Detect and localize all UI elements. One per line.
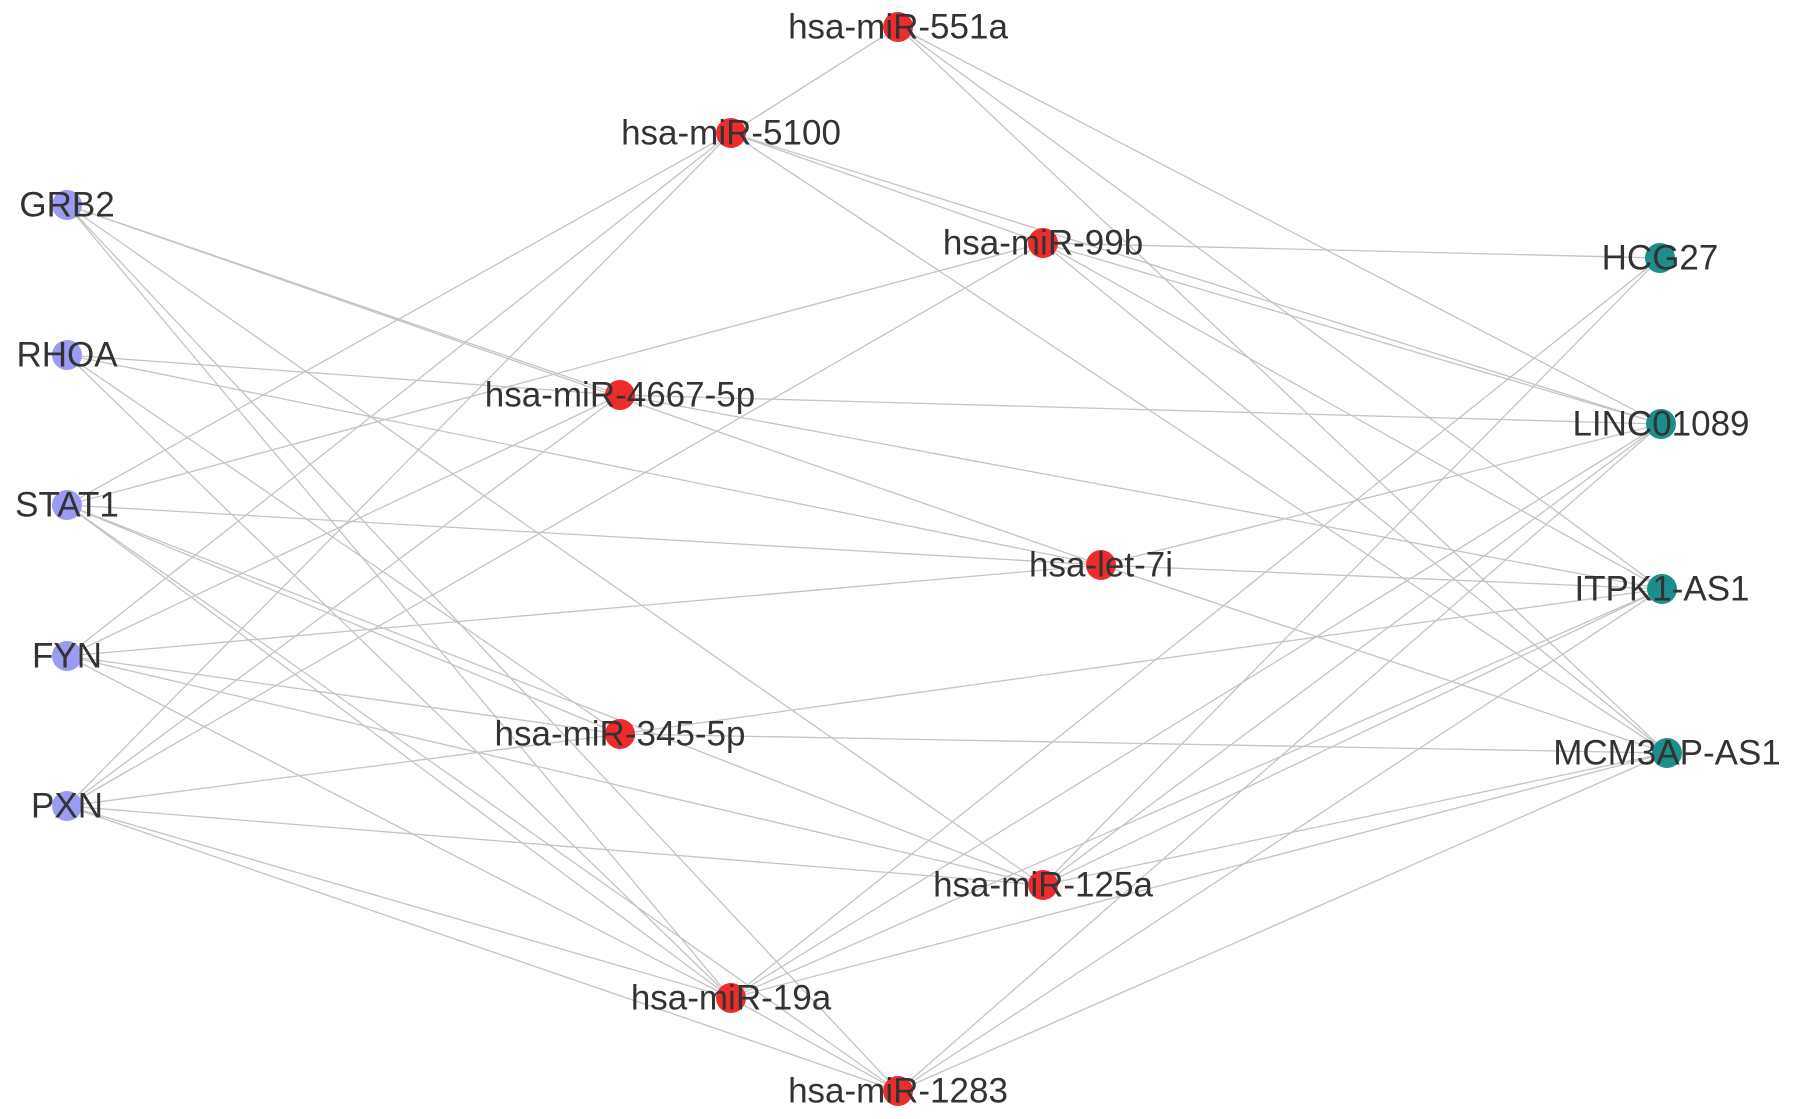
edge-fyn-to-hsa-let-7i bbox=[66, 564, 1102, 657]
nodes-layer bbox=[52, 12, 1682, 1106]
node-grb2[interactable] bbox=[52, 190, 82, 220]
edge-pxn-to-hsa-mir-5100 bbox=[66, 132, 732, 807]
node-hsa-mir-19a[interactable] bbox=[716, 983, 746, 1013]
edge-hsa-mir-1283-to-mcm3ap-as1 bbox=[897, 752, 1668, 1092]
edge-hsa-mir-4667-5p-to-linc01089 bbox=[619, 394, 1662, 425]
node-pxn[interactable] bbox=[52, 791, 82, 821]
edge-pxn-to-hsa-mir-1283 bbox=[66, 805, 899, 1092]
edge-rhoa-to-hsa-mir-4667-5p bbox=[66, 354, 621, 396]
edge-pxn-to-hsa-mir-4667-5p bbox=[66, 394, 621, 807]
node-label-hsa-let-7i: hsa-let-7i bbox=[1029, 546, 1173, 585]
edge-hsa-mir-1283-to-linc01089 bbox=[897, 423, 1662, 1092]
node-stat1[interactable] bbox=[52, 490, 82, 520]
edge-hsa-mir-5100-to-linc01089 bbox=[730, 132, 1662, 425]
edge-hsa-mir-99b-to-linc01089 bbox=[1042, 242, 1662, 425]
node-label-hsa-mir-1283: hsa-miR-1283 bbox=[788, 1072, 1008, 1111]
edge-hsa-mir-125a-to-mcm3ap-as1 bbox=[1042, 752, 1668, 886]
edge-stat1-to-hsa-let-7i bbox=[66, 504, 1102, 566]
edge-pxn-to-hsa-mir-99b bbox=[66, 242, 1044, 807]
edge-hsa-let-7i-to-itpk1-as1 bbox=[1100, 564, 1663, 590]
edge-rhoa-to-hsa-let-7i bbox=[66, 354, 1102, 566]
node-hsa-mir-5100[interactable] bbox=[716, 118, 746, 148]
edge-hsa-mir-125a-to-itpk1-as1 bbox=[1042, 588, 1663, 886]
edge-hsa-mir-19a-to-mcm3ap-as1 bbox=[730, 752, 1668, 999]
node-hsa-mir-125a[interactable] bbox=[1028, 870, 1058, 900]
node-label-linc01089: LINC01089 bbox=[1572, 405, 1749, 444]
node-label-hsa-mir-99b: hsa-miR-99b bbox=[943, 224, 1143, 263]
edge-hsa-mir-99b-to-hcg27 bbox=[1042, 242, 1661, 259]
node-hsa-mir-345-5p[interactable] bbox=[605, 719, 635, 749]
node-label-pxn: PXN bbox=[31, 787, 103, 826]
edge-stat1-to-hsa-mir-345-5p bbox=[66, 504, 621, 735]
node-itpk1-as1[interactable] bbox=[1647, 574, 1677, 604]
node-label-hcg27: HCG27 bbox=[1602, 239, 1719, 278]
node-hsa-mir-1283[interactable] bbox=[883, 1076, 913, 1106]
node-label-itpk1-as1: ITPK1-AS1 bbox=[1574, 570, 1749, 609]
edge-fyn-to-hsa-mir-345-5p bbox=[66, 655, 621, 735]
node-label-fyn: FYN bbox=[32, 637, 102, 676]
edge-pxn-to-hsa-mir-345-5p bbox=[66, 733, 621, 807]
edge-rhoa-to-hsa-mir-345-5p bbox=[66, 354, 621, 735]
edge-hsa-mir-19a-to-itpk1-as1 bbox=[730, 588, 1663, 999]
node-hsa-let-7i[interactable] bbox=[1086, 550, 1116, 580]
node-label-hsa-mir-19a: hsa-miR-19a bbox=[631, 979, 832, 1018]
edge-stat1-to-hsa-mir-99b bbox=[66, 242, 1044, 506]
node-fyn[interactable] bbox=[52, 641, 82, 671]
node-rhoa[interactable] bbox=[52, 340, 82, 370]
node-hcg27[interactable] bbox=[1645, 243, 1675, 273]
node-hsa-mir-99b[interactable] bbox=[1028, 228, 1058, 258]
edge-fyn-to-hsa-mir-125a bbox=[66, 655, 1044, 886]
edge-stat1-to-hsa-mir-1283 bbox=[66, 504, 899, 1092]
edge-grb2-to-hsa-mir-1283 bbox=[66, 204, 899, 1092]
edge-stat1-to-hsa-mir-19a bbox=[66, 504, 732, 999]
node-label-hsa-mir-125a: hsa-miR-125a bbox=[933, 866, 1153, 905]
node-hsa-mir-551a[interactable] bbox=[883, 12, 913, 42]
edge-hsa-mir-551a-to-itpk1-as1 bbox=[897, 26, 1663, 590]
node-hsa-mir-4667-5p[interactable] bbox=[605, 380, 635, 410]
edge-hsa-mir-345-5p-to-itpk1-as1 bbox=[619, 588, 1663, 735]
node-label-mcm3ap-as1: MCM3AP-AS1 bbox=[1553, 734, 1781, 773]
edge-hsa-mir-551a-to-mcm3ap-as1 bbox=[897, 26, 1668, 754]
edge-hsa-mir-5100-to-hsa-mir-99b bbox=[730, 132, 1044, 244]
edge-hsa-mir-4667-5p-to-itpk1-as1 bbox=[619, 394, 1663, 590]
labels-layer: GRB2 RHOA STAT1 FYN PXN hsa-miR-551a hsa-miR-5… bbox=[15, 8, 1781, 1111]
edge-rhoa-to-hsa-mir-19a bbox=[66, 354, 732, 999]
edge-grb2-to-hsa-let-7i bbox=[66, 204, 1102, 566]
edge-hsa-mir-551a-to-hsa-mir-5100 bbox=[730, 26, 899, 134]
edge-hsa-mir-125a-to-linc01089 bbox=[1042, 423, 1662, 886]
edge-pxn-to-hsa-mir-125a bbox=[66, 805, 1044, 886]
edge-hsa-mir-19a-to-linc01089 bbox=[730, 423, 1662, 999]
edge-hsa-mir-5100-to-mcm3ap-as1 bbox=[730, 132, 1668, 754]
node-label-grb2: GRB2 bbox=[19, 186, 114, 225]
edge-grb2-to-hsa-mir-125a bbox=[66, 204, 1044, 886]
node-label-stat1: STAT1 bbox=[15, 486, 119, 525]
edge-stat1-to-hsa-mir-5100 bbox=[66, 132, 732, 506]
node-mcm3ap-as1[interactable] bbox=[1652, 738, 1682, 768]
node-label-hsa-mir-4667-5p: hsa-miR-4667-5p bbox=[485, 376, 755, 415]
edge-stat1-to-hsa-mir-125a bbox=[66, 504, 1044, 886]
node-label-rhoa: RHOA bbox=[16, 336, 118, 375]
edge-hsa-mir-1283-to-itpk1-as1 bbox=[897, 588, 1663, 1092]
node-label-hsa-mir-5100: hsa-miR-5100 bbox=[621, 114, 841, 153]
node-label-hsa-mir-345-5p: hsa-miR-345-5p bbox=[495, 715, 746, 754]
edge-hsa-let-7i-to-linc01089 bbox=[1100, 423, 1662, 566]
edge-grb2-to-hsa-mir-19a bbox=[66, 204, 732, 999]
edge-hsa-mir-19a-to-hcg27 bbox=[730, 257, 1661, 999]
edge-hsa-let-7i-to-mcm3ap-as1 bbox=[1100, 564, 1668, 754]
edge-hsa-mir-99b-to-mcm3ap-as1 bbox=[1042, 242, 1668, 754]
edge-pxn-to-hsa-mir-19a bbox=[66, 805, 732, 999]
edge-hsa-mir-125a-to-hcg27 bbox=[1042, 257, 1661, 886]
node-label-hsa-mir-551a: hsa-miR-551a bbox=[788, 8, 1008, 47]
edges-layer bbox=[66, 26, 1668, 1092]
edge-fyn-to-hsa-mir-19a bbox=[66, 655, 732, 999]
node-linc01089[interactable] bbox=[1646, 409, 1676, 439]
edge-hsa-mir-1283-to-hsa-mir-19a bbox=[730, 997, 899, 1092]
edge-fyn-to-hsa-mir-5100 bbox=[66, 132, 732, 657]
